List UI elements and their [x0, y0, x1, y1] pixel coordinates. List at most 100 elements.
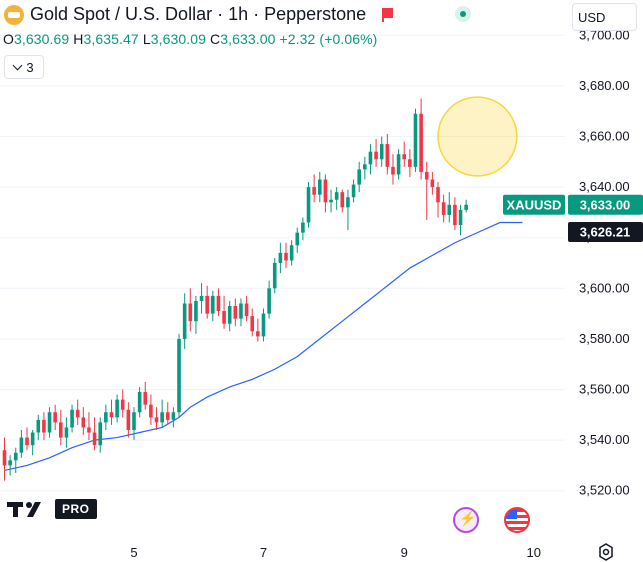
candles-layer: [2, 98, 468, 481]
candle: [233, 306, 238, 319]
highlight-circle: [437, 96, 518, 177]
candle: [47, 412, 52, 433]
candle: [30, 432, 35, 446]
moving-average-line: [4, 221, 523, 472]
y-tick-label: 3,680.00: [579, 78, 630, 93]
candle: [464, 204, 468, 210]
candle: [42, 419, 46, 433]
candle: [447, 204, 452, 215]
candle: [70, 409, 74, 428]
candle: [312, 187, 316, 195]
candle: [458, 209, 463, 226]
candle: [227, 306, 232, 324]
candle: [19, 437, 24, 453]
candle: [165, 412, 170, 420]
candle: [222, 311, 226, 324]
candle: [211, 295, 215, 314]
currency-label: USD: [578, 9, 606, 25]
candle: [323, 179, 328, 203]
chart-title[interactable]: Gold Spot / U.S. Dollar · 1h · Peppersto…: [30, 4, 367, 24]
candle: [244, 303, 249, 317]
low-label: L: [142, 31, 151, 47]
lightning-icon[interactable]: [453, 507, 479, 533]
tradingview-icon: [7, 502, 41, 517]
x-tick-label: 9: [401, 545, 408, 560]
candle: [81, 417, 86, 428]
x-tick-label: 5: [130, 545, 137, 560]
close-label: C: [210, 31, 221, 47]
candle: [126, 409, 131, 430]
candle: [8, 460, 12, 466]
gold-logo-icon: [4, 4, 24, 25]
candle: [92, 432, 97, 446]
annotation-layer: [437, 96, 518, 177]
pro-badge: PRO: [55, 499, 97, 519]
candle: [154, 417, 159, 423]
candle: [261, 313, 266, 337]
candle: [194, 300, 198, 322]
market-open-icon[interactable]: [455, 6, 471, 22]
ma-price-value: 3,626.21: [580, 224, 631, 239]
candle: [36, 419, 41, 433]
tradingview-logo[interactable]: PRO: [7, 499, 97, 519]
y-tick-label: 3,600.00: [579, 280, 630, 295]
close-value: 3,633.00: [220, 31, 276, 47]
candle: [368, 151, 373, 165]
currency-button[interactable]: USD: [572, 3, 637, 31]
candle: [182, 303, 187, 339]
last-price-badge: [568, 194, 643, 215]
candle: [301, 222, 305, 233]
candle: [284, 252, 288, 261]
candle: [346, 197, 350, 208]
candle: [160, 412, 164, 423]
open-value: 3,630.69: [14, 31, 70, 47]
change-value: +2.32 (+0.06%): [279, 31, 378, 47]
indicator-count: 3: [26, 59, 34, 75]
y-tick-label: 3,560.00: [579, 382, 630, 397]
candle: [272, 263, 277, 289]
candle: [357, 169, 361, 185]
candle: [2, 450, 7, 466]
candle: [295, 232, 300, 246]
candle: [396, 154, 401, 175]
candle: [25, 437, 29, 446]
candle: [98, 422, 103, 446]
candle: [441, 202, 446, 215]
candle: [250, 316, 255, 332]
price-labels: XAUUSD 3,633.00 3,626.21: [503, 194, 643, 242]
candle: [59, 422, 63, 438]
last-price-value: 3,633.00: [580, 197, 631, 212]
candle: [334, 192, 339, 200]
y-tick-label: 3,640.00: [579, 179, 630, 194]
candle: [379, 144, 384, 160]
candle: [340, 192, 345, 208]
candle: [306, 187, 311, 223]
candle: [329, 199, 333, 203]
symbol-badge: [503, 194, 565, 215]
price-axis: 3,520.00 3,540.00 3,560.00 3,580.00 3,600.00…: [579, 27, 630, 497]
candle: [351, 184, 356, 198]
gear-icon[interactable]: [597, 543, 615, 561]
candle: [53, 412, 57, 423]
candle: [143, 392, 148, 405]
candle: [87, 427, 91, 433]
ohlc-values: O3,630.69 H3,635.47 L3,630.09 C3,633.00 …: [3, 31, 377, 47]
candle: [75, 409, 80, 418]
candle: [199, 295, 204, 301]
candle: [188, 303, 193, 322]
candle: [278, 252, 283, 263]
candle: [363, 164, 367, 170]
y-tick-label: 3,700.00: [579, 27, 630, 42]
candle: [408, 159, 412, 167]
symbol-label: XAUUSD: [507, 197, 562, 212]
flag-icon[interactable]: [380, 7, 394, 22]
candle: [137, 392, 142, 413]
ma-price-badge: [568, 221, 643, 242]
candle: [120, 399, 125, 410]
indicators-toggle-button[interactable]: 3: [4, 55, 44, 79]
candle: [430, 179, 435, 188]
us-flag-icon[interactable]: [504, 507, 530, 533]
candle: [413, 113, 418, 167]
y-tick-label: 3,660.00: [579, 129, 630, 144]
